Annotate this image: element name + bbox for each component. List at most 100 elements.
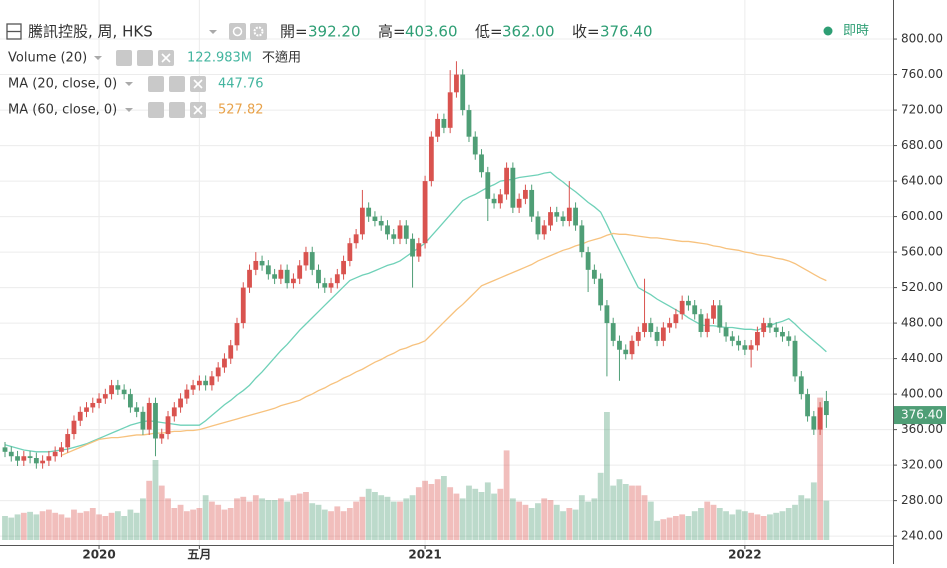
dropdown-caret[interactable] [209,30,217,34]
volume-bar [309,503,316,540]
y-tick-label: 520.00 [901,280,943,294]
remove-icon-glyph [193,105,203,115]
legend-header: 騰訊控股, 周, HKS 開= 392.20 高= 403.60 低= 362.… [6,23,869,41]
candle-body [278,269,284,279]
volume-bar [716,508,723,540]
dropdown-caret[interactable] [125,108,133,112]
volume-bar [503,450,510,540]
candle-body [566,207,572,222]
y-tick-label: 760.00 [901,67,943,81]
volume-bar [8,517,15,540]
visibility-icon[interactable] [229,23,246,40]
candle-body [247,269,252,288]
candle-body [385,225,390,235]
candle-body [654,331,660,341]
candle-body [196,380,202,386]
volume-bar [729,514,736,540]
volume-bar [509,498,516,540]
settings-icon[interactable] [137,50,153,66]
settings-icon[interactable] [250,23,267,40]
volume-pane [2,397,830,540]
candle-body [497,194,503,204]
candle-body [134,407,140,412]
candle-body [391,234,397,239]
volume-bar [2,516,8,540]
candle-body [109,385,114,395]
candle-body [21,456,27,461]
candle-body [472,136,478,155]
volume-bar [58,514,65,540]
indicator-note: 不適用 [262,50,301,66]
candle-body [598,278,604,306]
symbol-title: 騰訊控股, 周, HKS [28,23,153,41]
visibility-icon[interactable] [116,50,132,66]
candle-body [128,394,133,408]
realtime-dot [823,26,833,36]
visibility-icon[interactable] [148,102,164,118]
volume-bar [472,488,479,540]
field-value: 362.00 [502,23,555,41]
candle-body [704,318,710,332]
candle-body [761,323,767,332]
candle-body [504,167,509,195]
y-tick-label: 320.00 [901,458,943,472]
candle-body [52,451,58,457]
candle-body [347,243,353,261]
candle-body [322,283,328,288]
dropdown-caret[interactable] [125,82,133,86]
candle-body [466,110,472,137]
volume-bar [158,485,165,540]
volume-bar [535,503,541,540]
volume-bar [190,509,196,540]
volume-bar [459,498,466,540]
field-label: 高= [378,23,406,41]
volume-bar [622,484,629,540]
volume-bar [45,509,52,540]
axes: 240.00 280.00 320.00 360.00 400.00 440.00 480.… [82,32,946,562]
candle-body [479,154,484,173]
candle-body [171,407,177,417]
y-tick-label: 480.00 [901,316,943,330]
volume-bar [127,509,134,540]
volume-bar [96,514,102,540]
settings-icon[interactable] [169,76,185,92]
candle-body [90,402,96,408]
candle-body [729,336,735,341]
candle-body [573,207,578,226]
volume-bar [798,495,805,540]
volume-bar [140,498,146,540]
volume-bar [303,492,309,540]
candle-body [234,323,240,346]
candle-body [77,411,83,421]
candle-body [454,74,459,93]
indicator-value: 122.983M [187,51,252,66]
volume-bar [83,511,90,540]
candle-body [334,274,340,284]
settings-icon[interactable] [169,102,185,118]
volume-bar [209,501,215,540]
candle-body [642,323,647,332]
candle-body [8,451,14,457]
candle-body [748,345,754,350]
volume-bar [773,512,780,540]
volume-bar [277,498,284,540]
volume-bar [754,514,761,540]
volume-bar [597,472,604,540]
volume-bar [246,501,253,540]
dropdown-caret[interactable] [94,56,102,60]
volume-bar [384,496,391,540]
candle-body [403,225,409,239]
candle-body [84,407,89,412]
volume-bar [71,509,77,540]
volume-bar [578,495,585,540]
candle-body [59,447,64,452]
last-price-marker [894,406,946,425]
candle-body [2,447,8,452]
volume-bar [691,511,698,540]
volume-bar [102,516,109,540]
volume-bar [52,512,59,540]
volume-bar [566,508,573,540]
volume-bar [723,511,729,540]
candle-body [153,402,158,439]
visibility-icon[interactable] [148,76,164,92]
